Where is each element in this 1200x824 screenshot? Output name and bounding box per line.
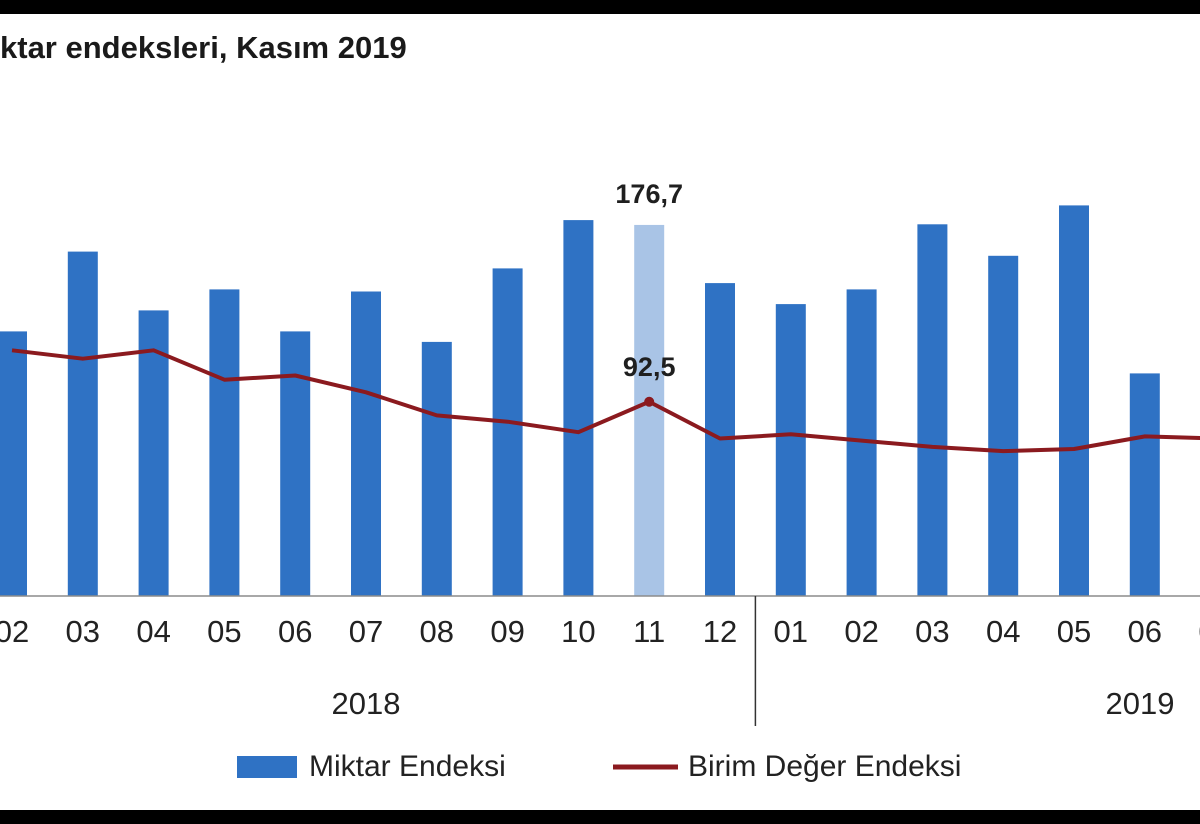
- x-tick-label: 06: [1128, 614, 1162, 649]
- legend-label-miktar: Miktar Endeksi: [309, 750, 506, 783]
- year-labels: 2018 2019: [332, 686, 1175, 721]
- bar-3: [209, 289, 240, 596]
- bar-1: [67, 251, 98, 596]
- chart-title: ktar endeksleri, Kasım 2019: [0, 30, 407, 65]
- legend: Miktar Endeksi Birim Değer Endeksi: [237, 750, 961, 783]
- bar-15: [1059, 205, 1089, 596]
- bar-5: [351, 291, 381, 596]
- x-tick-label: 11: [633, 614, 665, 649]
- x-tick-label: 05: [207, 614, 241, 649]
- x-tick-label: 03: [66, 614, 100, 649]
- x-tick-label: 07: [1198, 614, 1200, 649]
- x-tick-label: 12: [703, 614, 737, 649]
- x-tick-label: 09: [490, 614, 524, 649]
- bar-series: [0, 205, 1160, 597]
- data-label: 176,7: [615, 179, 683, 209]
- data-label: 92,5: [623, 352, 676, 382]
- x-tick-labels: 02 03 04 05 06 07 08 09 10 11 12 01 02 03 04 05 06 07: [0, 614, 1200, 649]
- x-axis: [0, 595, 1200, 726]
- bar-2: [138, 310, 169, 596]
- x-tick-label: 03: [915, 614, 949, 649]
- bar-0: [0, 331, 27, 596]
- x-tick-label: 01: [774, 614, 808, 649]
- x-tick-label: 02: [844, 614, 878, 649]
- year-label: 2019: [1106, 686, 1175, 721]
- bar-14: [988, 255, 1019, 597]
- bar-9: [634, 224, 665, 596]
- bar-16: [1129, 373, 1160, 596]
- x-tick-label: 05: [1057, 614, 1091, 649]
- x-tick-label: 02: [0, 614, 29, 649]
- line-series: [11, 348, 1200, 454]
- bar-6: [421, 341, 452, 596]
- x-tick-label: 08: [420, 614, 454, 649]
- x-tick-label: 10: [561, 614, 595, 649]
- chart-frame: ktar endeksleri, Kasım 2019 02 03 04 05 06 07…: [0, 14, 1200, 810]
- data-labels: 176,7 92,5: [615, 179, 683, 382]
- x-tick-label: 07: [349, 614, 383, 649]
- legend-swatch-bar: [237, 756, 297, 778]
- bar-11: [775, 304, 806, 596]
- line-birim-deger: [11, 348, 1200, 454]
- bar-4: [280, 331, 311, 596]
- x-tick-label: 04: [136, 614, 170, 649]
- year-label: 2018: [332, 686, 401, 721]
- bar-8: [563, 220, 594, 596]
- bar-13: [917, 224, 948, 597]
- chart-svg: 02 03 04 05 06 07 08 09 10 11 12 01 02 03 04 05 06 07 201…: [0, 179, 1200, 783]
- line-point-highlight: [644, 396, 655, 407]
- x-tick-label: 04: [986, 614, 1020, 649]
- x-tick-label: 06: [278, 614, 312, 649]
- bar-7: [492, 268, 523, 596]
- legend-label-birim: Birim Değer Endeksi: [688, 750, 961, 783]
